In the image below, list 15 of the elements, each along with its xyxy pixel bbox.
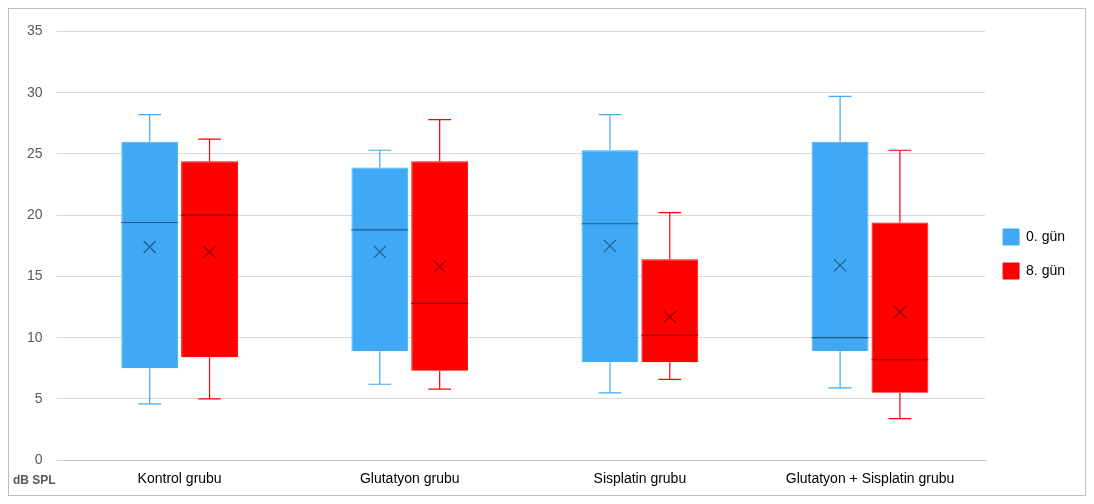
y-tick-label: 30 [26, 83, 43, 100]
x-tick-label: Sisplatin grubu [593, 470, 687, 487]
y-tick-label: 15 [26, 267, 43, 284]
x-tick-label: Kontrol grubu [137, 470, 222, 487]
y-tick-label: 0 [34, 451, 43, 468]
x-tick-label: Glutatyon grubu [359, 470, 460, 487]
legend-label: 8. gün [1026, 261, 1066, 278]
y-tick-label: 10 [26, 328, 43, 345]
y-tick-label: 35 [26, 22, 43, 39]
y-tick-label: 20 [26, 206, 43, 223]
y-tick-label: 25 [26, 144, 43, 161]
y-tick-label: 5 [34, 389, 43, 406]
legend-label: 0. gün [1026, 227, 1066, 244]
x-tick-label: Glutatyon + Sisplatin grubu [785, 470, 955, 487]
y-axis-title: dB SPL [13, 473, 56, 488]
